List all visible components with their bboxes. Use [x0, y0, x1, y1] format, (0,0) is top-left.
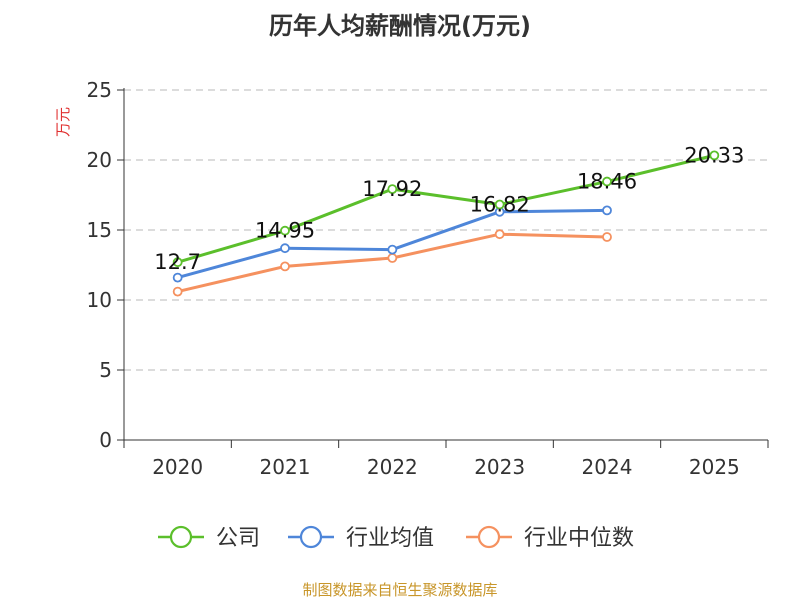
legend-marker-icon	[477, 525, 501, 549]
y-tick-label: 0	[99, 428, 112, 452]
data-point	[280, 225, 290, 236]
data-point	[172, 257, 183, 268]
series-line	[177, 153, 715, 264]
x-tick-label: 2025	[689, 455, 740, 479]
x-tick-label: 2020	[152, 455, 203, 479]
data-point	[709, 150, 720, 161]
data-label: 12.7	[154, 250, 201, 274]
y-tick-label: 10	[87, 288, 112, 312]
legend-marker-icon	[299, 525, 323, 549]
data-point	[602, 232, 612, 242]
legend-label: 行业均值	[346, 526, 434, 551]
data-labels: 12.7 14.95 17.92 16.82 18.46 20.33	[154, 143, 744, 274]
source-note: 制图数据来自恒生聚源数据库	[302, 581, 497, 599]
data-point	[387, 244, 398, 255]
legend-marker-icon	[169, 525, 193, 549]
data-point	[172, 286, 183, 297]
legend-item[interactable]: 行业中位数	[466, 525, 634, 551]
x-tick-label: 2021	[260, 455, 311, 479]
y-tick-label: 5	[99, 358, 112, 382]
data-point	[494, 229, 505, 240]
y-tick-label: 15	[87, 218, 112, 242]
x-tick-label: 2022	[367, 455, 418, 479]
data-point	[602, 176, 612, 187]
data-point	[280, 261, 290, 272]
data-point	[494, 199, 505, 210]
x-tick-label: 2024	[582, 455, 633, 479]
y-tick-label: 25	[87, 78, 112, 102]
y-axis-label: 万元	[54, 107, 72, 137]
data-point	[280, 243, 290, 254]
data-point	[602, 205, 612, 216]
x-tick-label: 2023	[474, 455, 525, 479]
legend-label: 行业中位数	[524, 526, 634, 551]
data-label: 17.92	[362, 177, 422, 201]
data-label: 14.95	[255, 219, 315, 243]
data-label: 20.33	[684, 143, 744, 167]
chart-title: 历年人均薪酬情况(万元)	[269, 12, 531, 40]
legend-label: 公司	[216, 526, 260, 551]
data-point	[387, 253, 398, 263]
legend-item[interactable]: 公司	[158, 525, 260, 551]
data-point	[172, 272, 183, 283]
data-label: 16.82	[470, 193, 530, 217]
series-lines	[172, 150, 720, 297]
legend[interactable]: 公司 行业均值 行业中位数	[158, 525, 634, 551]
legend-item[interactable]: 行业均值	[288, 525, 434, 551]
data-point	[387, 184, 398, 195]
y-tick-label: 20	[87, 148, 112, 172]
data-label: 18.46	[577, 170, 637, 194]
